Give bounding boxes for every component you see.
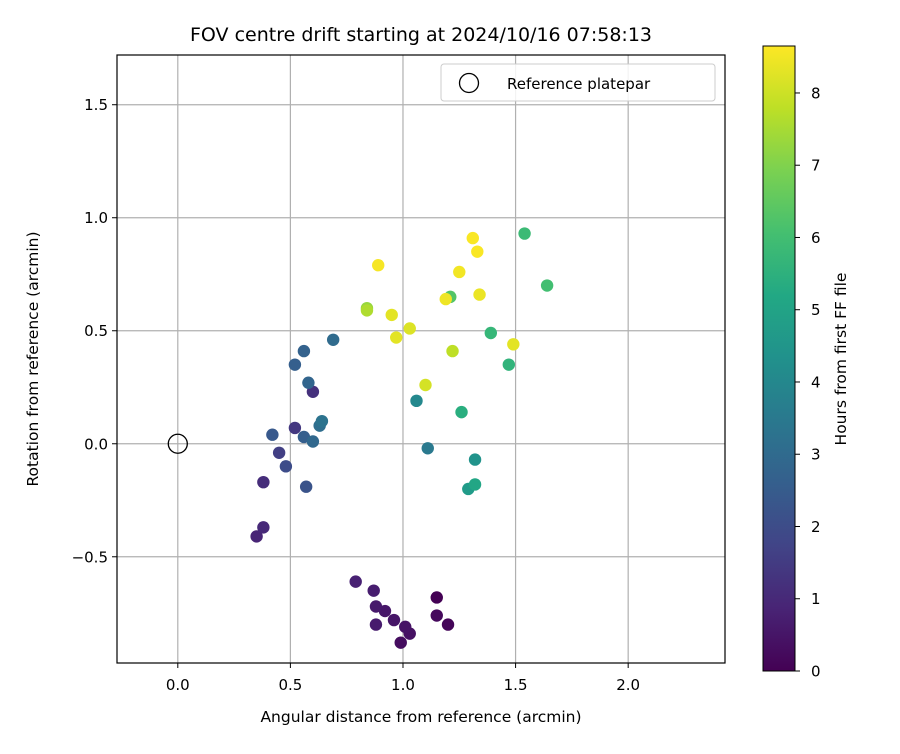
data-point [419, 378, 432, 392]
data-point [326, 333, 340, 346]
data-point [455, 405, 468, 419]
data-point [446, 344, 459, 358]
data-point [471, 245, 484, 258]
reference-platepar-marker [167, 433, 188, 454]
data-point [430, 609, 443, 622]
data-point [369, 618, 383, 631]
data-point [453, 265, 466, 279]
data-point [288, 421, 302, 435]
y-tick-label: 1.0 [84, 209, 108, 227]
colorbar-tick-label: 0 [811, 663, 821, 681]
colorbar-label: Hours from first FF file [832, 273, 850, 446]
plot-frame [116, 54, 726, 664]
data-point [299, 480, 313, 493]
colorbar-gradient [762, 45, 796, 672]
y-tick-label: 0.5 [84, 322, 108, 340]
colorbar-ticks: 0 1 2 3 4 5 6 7 8 [795, 84, 821, 681]
x-axis: 0.0 0.5 1.0 1.5 2.0 [166, 663, 640, 694]
data-point [272, 446, 286, 459]
x-tick-label: 0.5 [278, 676, 302, 694]
y-axis: −0.5 0.0 0.5 1.0 1.5 [72, 96, 117, 566]
grid [117, 55, 725, 663]
colorbar-tick-label: 1 [811, 590, 821, 608]
colorbar-tick-label: 3 [811, 446, 821, 464]
data-point [297, 344, 311, 358]
x-tick-label: 1.5 [504, 676, 528, 694]
data-point [266, 428, 279, 441]
x-tick-label: 1.0 [391, 676, 415, 694]
y-axis-label: Rotation from reference (arcmin) [24, 231, 42, 486]
data-point [399, 620, 412, 634]
y-tick-label: 0.0 [84, 435, 108, 453]
chart-title: FOV centre drift starting at 2024/10/16 … [190, 24, 652, 46]
colorbar-tick-label: 6 [811, 229, 821, 247]
legend-marker-reference [458, 72, 480, 94]
data-point [507, 338, 520, 351]
data-point [468, 453, 482, 466]
reference-marker-layer [167, 433, 188, 454]
data-point [369, 600, 383, 613]
data-point [385, 308, 398, 322]
colorbar-tick-label: 5 [811, 301, 821, 319]
colorbar-tick-label: 7 [811, 157, 821, 175]
data-point [288, 358, 302, 371]
data-point [349, 575, 362, 588]
data-point [484, 326, 498, 340]
x-axis-label: Angular distance from reference (arcmin) [260, 708, 581, 726]
data-point [302, 376, 315, 389]
data-point [430, 591, 443, 604]
legend-label-reference: Reference platepar [507, 75, 651, 93]
colorbar-tick-label: 2 [811, 518, 821, 536]
data-point [473, 288, 486, 301]
legend: Reference platepar [440, 63, 716, 102]
data-point [279, 460, 293, 473]
data-point [360, 304, 374, 317]
legend-box [440, 63, 716, 102]
data-point [410, 394, 423, 408]
x-tick-label: 2.0 [616, 676, 640, 694]
data-point [387, 613, 401, 627]
data-point [257, 521, 270, 534]
data-point [315, 414, 329, 428]
data-point [372, 259, 385, 272]
data-point [390, 331, 403, 344]
data-point [518, 227, 531, 240]
data-point [540, 279, 554, 292]
data-point [502, 358, 516, 371]
data-point [257, 475, 270, 489]
data-point [421, 442, 434, 455]
scatter-points [250, 227, 554, 649]
colorbar-tick-label: 8 [811, 84, 821, 102]
data-point [306, 435, 320, 448]
data-point [367, 584, 380, 597]
data-point [441, 618, 455, 631]
x-tick-label: 0.0 [166, 676, 190, 694]
y-tick-label: 1.5 [84, 96, 108, 114]
data-point [250, 530, 263, 543]
data-point [403, 322, 416, 335]
colorbar: 0 1 2 3 4 5 6 7 8 Hours from first FF file [762, 45, 850, 681]
colorbar-tick-label: 4 [811, 373, 821, 391]
data-point [394, 636, 407, 649]
data-point [466, 231, 479, 245]
data-point [439, 292, 452, 306]
y-tick-label: −0.5 [72, 548, 108, 566]
data-point [468, 478, 482, 491]
